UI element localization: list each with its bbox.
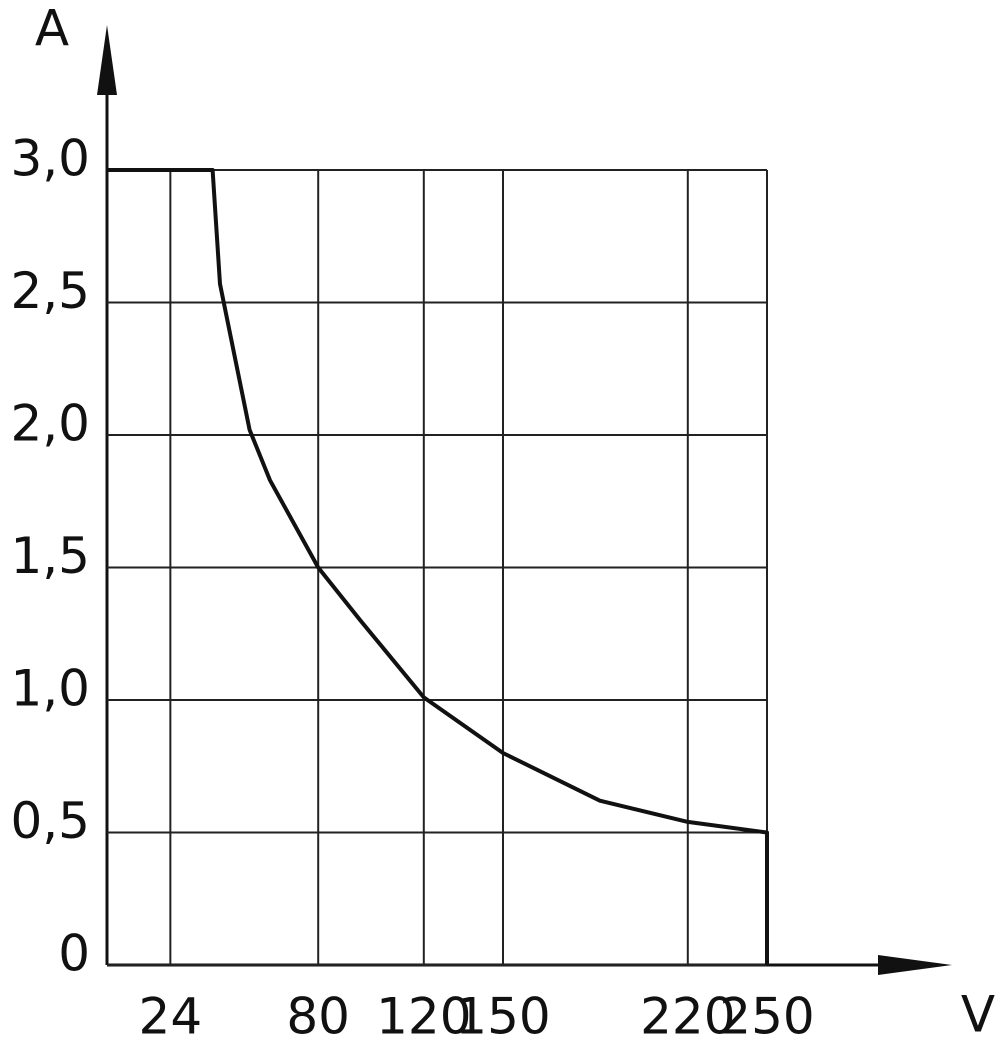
y-tick-label: 0: [58, 925, 90, 983]
y-axis-label: A: [35, 0, 69, 58]
curve: [107, 168, 769, 965]
y-tick-label: 3,0: [10, 130, 90, 188]
x-axis-label: V: [961, 986, 995, 1044]
y-tick-label: 2,5: [10, 262, 90, 320]
y-tick-label: 2,0: [10, 395, 90, 453]
x-tick-label: 120: [376, 988, 471, 1046]
y-axis-arrow: [97, 25, 117, 95]
y-tick-label: 1,5: [10, 527, 90, 585]
x-tick-label: 150: [455, 988, 550, 1046]
x-tick-label: 80: [286, 988, 350, 1046]
y-tick-label: 1,0: [10, 660, 90, 718]
x-tick-label: 220: [640, 988, 735, 1046]
x-axis-arrow: [878, 955, 952, 975]
x-tick-label: 24: [139, 988, 203, 1046]
y-tick-label: 0,5: [10, 792, 90, 850]
x-tick-label: 250: [719, 988, 814, 1046]
